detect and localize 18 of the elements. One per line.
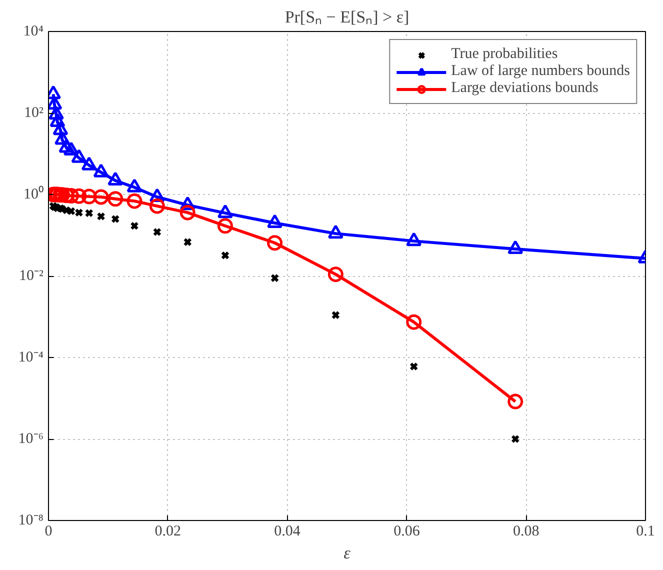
legend-label: Large deviations bounds (451, 80, 598, 97)
x-tick-label: 0.08 (512, 524, 540, 540)
y-tick-label: 10⁻⁸ (18, 512, 44, 528)
y-tick-label: 10⁻⁶ (18, 431, 44, 447)
legend-label: Law of large numbers bounds (451, 63, 630, 80)
y-tick-label: 10⁻⁴ (18, 350, 44, 366)
x-tick-label: 0.04 (274, 524, 301, 540)
x-tick-label: 0 (44, 524, 52, 540)
x-axis-title: ε (344, 544, 351, 562)
y-tick-label: 10⁴ (23, 24, 44, 40)
y-tick-label: 10² (24, 105, 44, 121)
x-tick-label: 0.06 (394, 524, 420, 540)
x-tick-label: 0.1 (636, 524, 655, 540)
x-tick-label: 0.02 (154, 524, 182, 540)
chart-title: Pr[Sₙ − E[Sₙ] > ε] (284, 8, 410, 26)
y-tick-label: 10⁻² (19, 268, 44, 284)
y-tick-label: 10⁰ (24, 186, 44, 202)
legend-label: True probabilities (451, 46, 558, 63)
